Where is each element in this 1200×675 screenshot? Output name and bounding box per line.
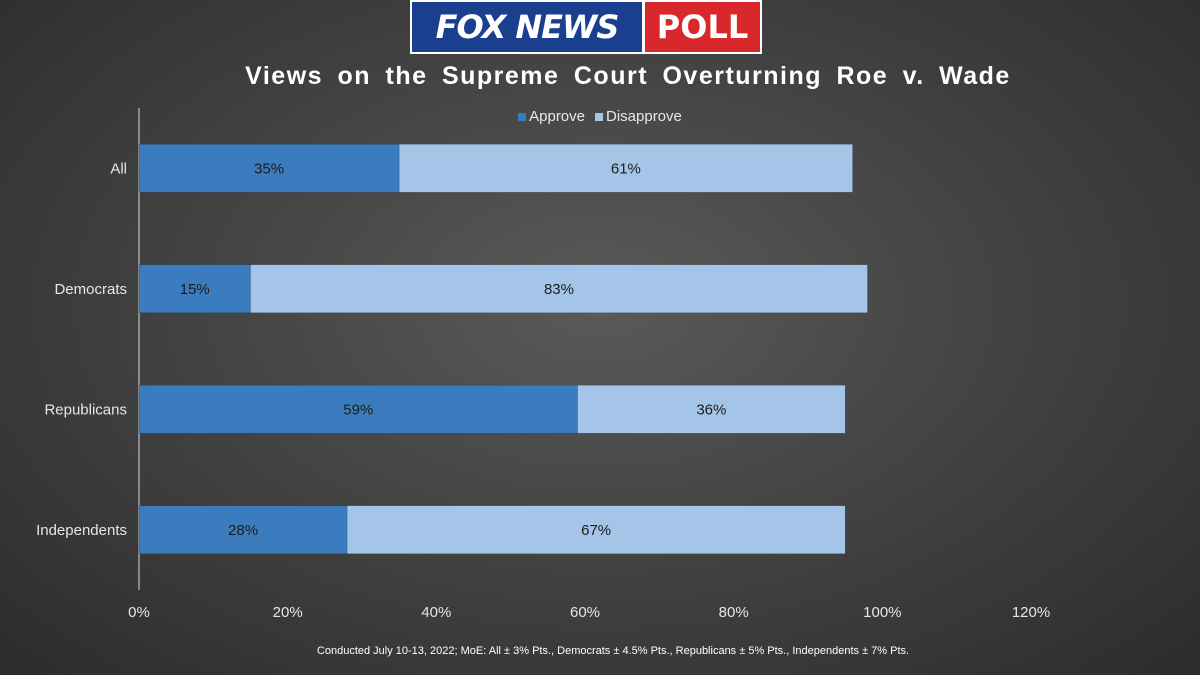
footnote: Conducted July 10-13, 2022; MoE: All ± 3… (316, 645, 910, 657)
chart-title: Views on the Supreme Court Overturning R… (245, 62, 1011, 90)
legend-swatch-approve (518, 112, 527, 121)
legend-label-disapprove: Disapprove (606, 108, 682, 125)
data-label-disapprove-democrats: 83% (544, 281, 574, 298)
x-tick-label: 120% (1012, 604, 1050, 621)
data-label-approve-all: 35% (254, 160, 284, 177)
category-label-republicans: Republicans (44, 401, 127, 418)
bar-approve-independents (138, 505, 348, 554)
bar-approve-democrats (138, 264, 251, 313)
logo-fox-news: FOX NEWS (412, 2, 642, 52)
legend-item-approve: Approve (518, 108, 585, 125)
legend-swatch-disapprove (595, 112, 603, 121)
bar-disapprove-all (398, 144, 853, 193)
bar-disapprove-independents (346, 505, 846, 554)
data-label-approve-democrats: 15% (180, 281, 210, 298)
data-label-approve-republicans: 59% (343, 401, 373, 418)
x-tick-label: 0% (128, 604, 150, 621)
bar-approve-all (138, 144, 400, 193)
bar-disapprove-democrats (250, 264, 868, 313)
chart-legend: Approve Disapprove (0, 108, 1200, 125)
bar-disapprove-republicans (577, 385, 846, 434)
legend-item-disapprove: Disapprove (595, 108, 682, 125)
category-label-democrats: Democrats (54, 281, 127, 298)
bar-approve-republicans (138, 385, 578, 434)
legend-label-approve: Approve (529, 108, 585, 125)
logo-poll: POLL (645, 2, 760, 52)
category-label-all: All (110, 160, 127, 177)
category-label-independents: Independents (36, 522, 127, 539)
fox-news-poll-logo: FOX NEWS POLL (410, 0, 762, 54)
x-tick-label: 20% (273, 604, 303, 621)
data-label-disapprove-republicans: 36% (696, 401, 726, 418)
x-tick-label: 100% (863, 604, 901, 621)
data-label-disapprove-all: 61% (611, 160, 641, 177)
x-tick-label: 40% (421, 604, 451, 621)
data-label-disapprove-independents: 67% (581, 522, 611, 539)
x-tick-label: 60% (570, 604, 600, 621)
x-tick-label: 80% (719, 604, 749, 621)
data-label-approve-independents: 28% (228, 522, 258, 539)
